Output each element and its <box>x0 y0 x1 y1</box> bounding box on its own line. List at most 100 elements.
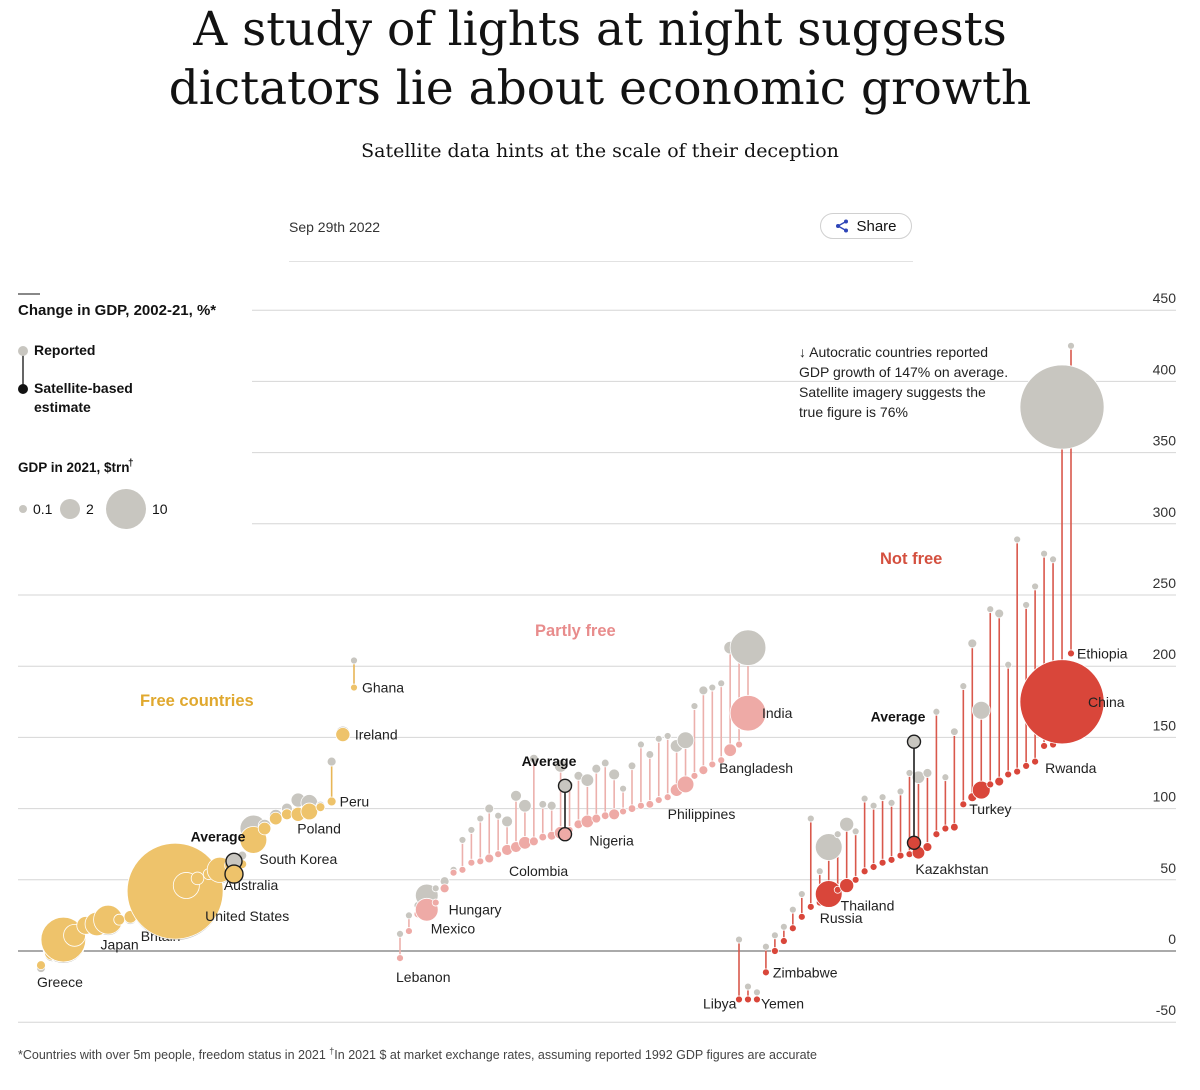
reported-dot <box>1067 341 1075 350</box>
legend-size-circle <box>60 499 80 519</box>
estimate-dot <box>257 821 272 836</box>
y-tick-label: 100 <box>1153 789 1177 805</box>
subheadline: Satellite data hints at the scale of the… <box>361 140 839 162</box>
headline-line-2: dictators lie about economic growth <box>168 61 1032 116</box>
reported-dot <box>518 799 532 813</box>
estimate-dot <box>538 832 548 842</box>
reported-dot <box>1019 364 1105 450</box>
estimate-dot <box>654 796 663 804</box>
reported-dot <box>1004 660 1013 669</box>
country-label: Greece <box>37 974 83 990</box>
reported-dot <box>788 905 797 914</box>
reported-dot <box>911 770 926 784</box>
reported-dot <box>878 793 887 802</box>
group-label: Partly free <box>535 622 616 640</box>
share-icon <box>836 219 849 233</box>
y-tick-label: 0 <box>1168 931 1176 947</box>
estimate-dot <box>190 871 205 886</box>
estimate-dot <box>326 796 337 807</box>
estimate-dot <box>1022 761 1031 770</box>
reported-dot <box>986 605 995 614</box>
estimate-dot <box>932 830 941 839</box>
estimate-dot <box>1040 742 1048 750</box>
reported-dot <box>690 702 699 710</box>
reported-dot <box>350 656 358 665</box>
estimate-dot <box>950 822 959 832</box>
estimate-dot <box>797 912 806 921</box>
country-label: United States <box>205 908 289 924</box>
estimate-dot <box>959 800 968 809</box>
reported-dot <box>553 759 568 773</box>
reported-dot <box>959 682 968 691</box>
estimate-dot <box>300 802 319 821</box>
headline: A study of lights at night suggests dict… <box>0 0 1200 118</box>
estimate-dot <box>396 954 404 963</box>
reported-dot <box>860 794 869 803</box>
estimate-dot <box>971 780 991 800</box>
country-label: India <box>762 705 793 721</box>
average-estimate-dot <box>906 835 922 850</box>
country-label: Japan <box>101 936 139 952</box>
estimate-dot <box>405 927 413 935</box>
estimate-dot <box>335 727 351 743</box>
reported-dot <box>1049 555 1057 564</box>
reported-dot <box>1040 549 1048 558</box>
reported-dot <box>950 727 959 736</box>
estimate-dot <box>467 858 476 867</box>
estimate-dot <box>723 743 737 757</box>
legend-size-label: 2 <box>86 501 94 517</box>
estimate-dot <box>484 853 495 864</box>
y-tick-label: 150 <box>1153 717 1177 733</box>
legend-size-circle <box>19 505 27 513</box>
estimate-dot <box>762 968 770 977</box>
reported-dot <box>608 768 621 781</box>
country-label: Poland <box>297 820 341 836</box>
reported-dot <box>708 683 717 692</box>
reported-dot <box>600 758 610 768</box>
country-label: China <box>1088 694 1125 710</box>
reported-dot <box>1022 601 1031 609</box>
country-label: Ireland <box>355 727 398 743</box>
reported-dot <box>887 799 896 807</box>
country-label: South Korea <box>259 851 337 867</box>
footnote-text-2: In 2021 $ at market exchange rates, assu… <box>334 1048 817 1063</box>
reported-dot <box>637 740 645 749</box>
estimate-dot <box>735 995 743 1004</box>
estimate-dot <box>591 813 602 824</box>
reported-dot <box>833 830 842 839</box>
reported-dot <box>645 750 655 759</box>
group-label: Free countries <box>140 692 254 710</box>
y-tick-label: 200 <box>1153 646 1177 662</box>
estimate-dot <box>851 875 860 884</box>
reported-dot <box>591 763 602 774</box>
estimate-dot <box>269 811 283 826</box>
estimate-dot <box>878 858 887 867</box>
legend-reported-dot <box>18 346 28 356</box>
reported-dot <box>967 638 978 649</box>
estimate-dot <box>663 793 672 802</box>
annotation-text: GDP growth of 147% on average. <box>799 364 1008 380</box>
estimate-dot <box>528 836 539 847</box>
reported-dot <box>896 787 905 796</box>
average-label: Average <box>191 828 246 844</box>
reported-dot <box>627 761 637 771</box>
reported-dot <box>663 732 672 740</box>
share-button[interactable]: Share <box>820 213 912 239</box>
estimate-dot <box>779 937 788 945</box>
reported-dot <box>494 811 503 820</box>
average-reported-dot <box>906 734 922 749</box>
average-label: Average <box>522 753 577 769</box>
reported-dot <box>654 734 663 743</box>
reported-dot <box>815 867 824 876</box>
reported-dot <box>476 814 485 823</box>
group-label: Not free <box>880 550 942 568</box>
legend-satellite-label: estimate <box>34 399 91 415</box>
reported-dot <box>717 679 726 688</box>
estimate-dot <box>770 947 779 955</box>
estimate-dot <box>627 804 637 813</box>
country-label: Mexico <box>431 921 476 937</box>
country-label: Nigeria <box>589 832 634 848</box>
estimate-dot <box>839 878 855 893</box>
average-label: Average <box>871 709 926 725</box>
estimate-dot <box>896 851 905 860</box>
